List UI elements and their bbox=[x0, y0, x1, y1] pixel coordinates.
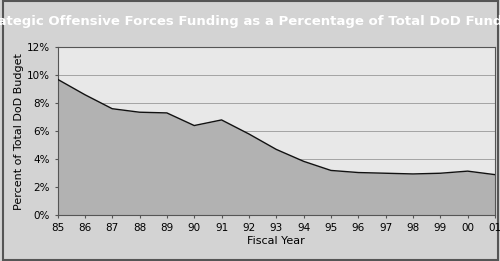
X-axis label: Fiscal Year: Fiscal Year bbox=[248, 236, 305, 246]
Text: Strategic Offensive Forces Funding as a Percentage of Total DoD Funding: Strategic Offensive Forces Funding as a … bbox=[0, 15, 500, 28]
Y-axis label: Percent of Total DoD Budget: Percent of Total DoD Budget bbox=[14, 53, 24, 210]
